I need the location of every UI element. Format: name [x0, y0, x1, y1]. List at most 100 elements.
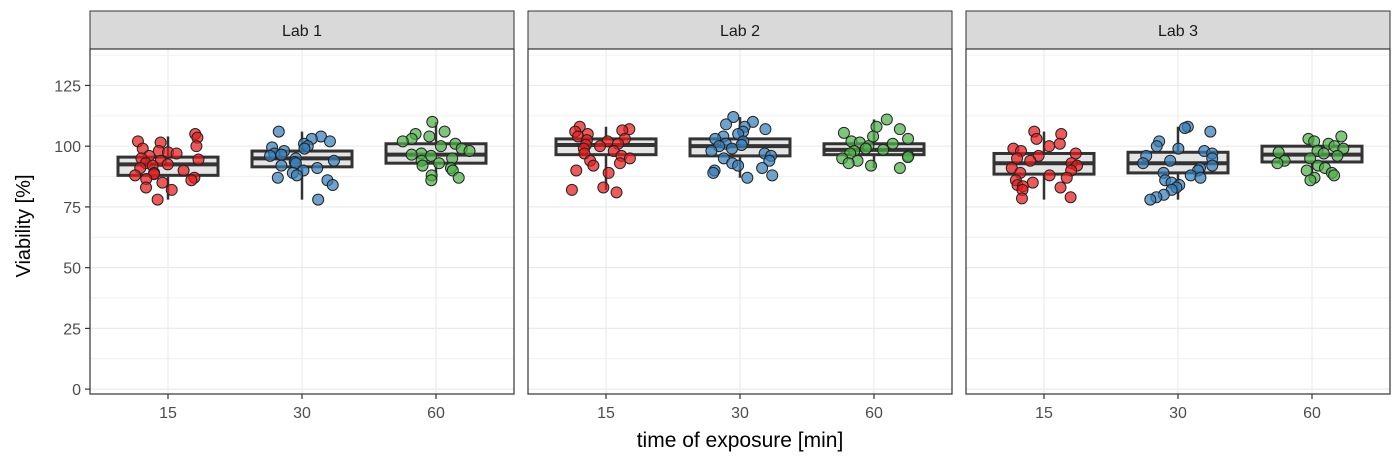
data-point [327, 154, 340, 167]
data-point [610, 186, 623, 199]
data-point [877, 143, 890, 156]
x-tick-label: 60 [427, 405, 445, 422]
data-point [1331, 149, 1344, 162]
data-point [1194, 171, 1207, 184]
data-point [433, 157, 446, 170]
data-point [151, 193, 164, 206]
data-point [1150, 140, 1163, 153]
data-point [1172, 142, 1185, 155]
data-point [732, 159, 745, 172]
data-point [312, 193, 325, 206]
facet-strip [965, 10, 1391, 50]
facet-strip-label: Lab 3 [1158, 23, 1198, 40]
facet-panel: Lab 1 15 30 60 [89, 10, 515, 422]
data-point [613, 157, 626, 170]
data-point [425, 174, 438, 187]
data-point [1137, 157, 1150, 170]
data-point [1304, 152, 1317, 165]
data-point [190, 140, 203, 153]
x-tick-label: 60 [865, 405, 883, 422]
data-point [901, 151, 914, 164]
y-axis-label: Viability [%] [13, 174, 35, 277]
data-point [438, 125, 451, 138]
data-point [587, 159, 600, 172]
data-point [271, 171, 284, 184]
data-point [1164, 154, 1177, 167]
data-point [396, 135, 409, 148]
data-point [766, 169, 779, 182]
data-point [837, 126, 850, 139]
data-point [1030, 132, 1043, 145]
data-point [434, 140, 447, 153]
data-point [1011, 152, 1024, 165]
x-tick-label: 60 [1303, 405, 1321, 422]
data-point [1304, 174, 1317, 187]
data-point [1144, 193, 1157, 206]
x-tick-label: 30 [293, 405, 311, 422]
data-point [705, 145, 718, 158]
data-point [1317, 147, 1330, 160]
data-point [161, 158, 174, 171]
data-point [264, 149, 277, 162]
facet-panel: Lab 3 15 30 60 [965, 10, 1391, 422]
y-tick-label: 0 [72, 382, 81, 399]
data-point [893, 162, 906, 175]
facet-strip [527, 10, 953, 50]
data-point [275, 148, 288, 161]
data-point [290, 169, 303, 182]
data-point [1335, 130, 1348, 143]
data-point [880, 113, 893, 126]
data-point [275, 159, 288, 172]
data-point [720, 118, 733, 131]
data-point [886, 137, 899, 150]
data-point [326, 179, 339, 192]
data-point [1026, 176, 1039, 189]
data-point [323, 135, 336, 148]
x-tick-label: 30 [731, 405, 749, 422]
y-tick-label: 125 [54, 78, 81, 95]
data-point [1015, 192, 1028, 205]
data-point [593, 140, 606, 153]
x-tick-label: 15 [159, 405, 177, 422]
data-point [177, 164, 190, 177]
facet-panel: Lab 2 15 30 60 [527, 10, 953, 422]
data-point [570, 164, 583, 177]
data-point [140, 181, 153, 194]
data-point [1178, 121, 1191, 134]
x-tick-label: 15 [1035, 405, 1053, 422]
data-point [602, 166, 615, 179]
data-point [1060, 171, 1073, 184]
data-point [129, 169, 142, 182]
data-point [759, 123, 772, 136]
y-tick-label: 100 [54, 139, 81, 156]
data-point [311, 162, 324, 175]
data-point [727, 111, 740, 124]
data-point [425, 149, 438, 162]
data-point [272, 125, 285, 138]
data-point [893, 123, 906, 136]
data-point [1054, 181, 1067, 194]
data-point [156, 176, 169, 189]
data-point [1024, 154, 1037, 167]
facet-strip-label: Lab 1 [282, 23, 322, 40]
data-point [725, 142, 738, 155]
data-point [859, 142, 872, 155]
data-point [1184, 169, 1197, 182]
data-point [756, 162, 769, 175]
data-point [298, 142, 311, 155]
data-point [1204, 125, 1217, 138]
data-point [405, 148, 418, 161]
data-point [1328, 169, 1341, 182]
data-point [185, 174, 198, 187]
data-point [1206, 159, 1219, 172]
data-point [1271, 157, 1284, 170]
data-point [416, 159, 429, 172]
data-point [865, 159, 878, 172]
data-point [1043, 169, 1056, 182]
data-point [463, 145, 476, 158]
facet-strip-label: Lab 2 [720, 23, 760, 40]
data-point [565, 183, 578, 196]
